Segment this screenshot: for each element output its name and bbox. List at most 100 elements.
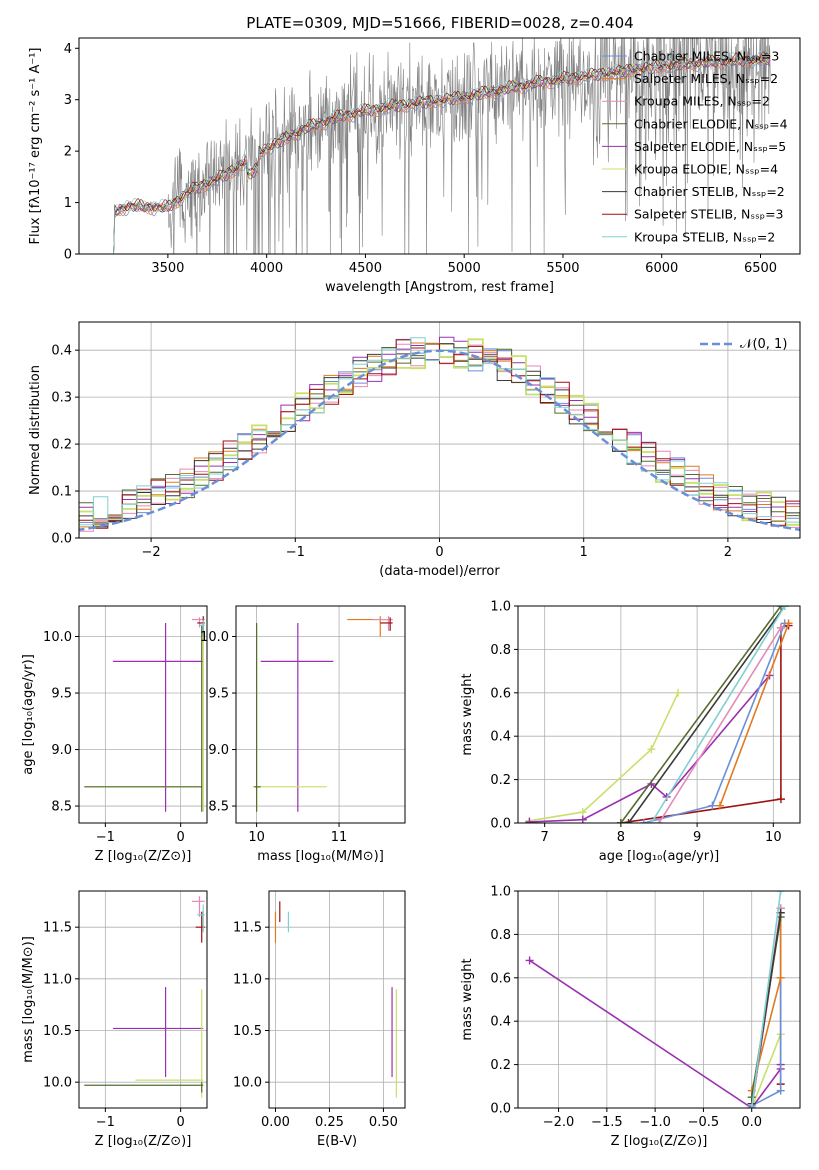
y-tick-label: 9.0 (208, 743, 229, 758)
mass-weight-marker (776, 623, 785, 632)
legend-entry-label: Salpeter ELODIE, Nₛₛₚ=5 (634, 139, 786, 154)
legend-entry-label: Chabrier ELODIE, Nₛₛₚ=4 (634, 116, 788, 131)
model-spectrum-line (113, 57, 771, 254)
x-tick-label: 5000 (448, 261, 481, 276)
age_vs_mass-plot-area (252, 616, 393, 812)
x-tick-label: −2 (142, 545, 161, 560)
y-tick-label: 11.0 (43, 972, 72, 987)
weight_vs_z-panel: −2.0 −1.5 −1.0 −0.5 0.0 0.0 0.2 0.4 0.6 0.8 1.0 Z [… (460, 885, 801, 1149)
x-tick-label: 4500 (349, 261, 382, 276)
y-axis-label: mass weight (460, 958, 475, 1040)
spectrum-legend: Chabrier MILES, Nₛₛₚ=3 Salpeter MILES, Nₛ… (602, 49, 788, 244)
y-tick-label: 10.0 (43, 630, 72, 645)
y-tick-label: 0.8 (490, 928, 511, 943)
y-tick-label: 10.0 (233, 1076, 262, 1091)
x-tick-label: 6000 (645, 261, 678, 276)
y-tick-label: 1.0 (490, 885, 511, 900)
axes-frame (268, 890, 406, 1109)
y-tick-label: 9.5 (51, 687, 72, 702)
mass-weight-series-line (750, 891, 782, 1108)
residual-histogram-step (79, 337, 800, 535)
model-spectrum-line (113, 50, 771, 254)
y-tick-label: 9.5 (208, 687, 229, 702)
mass-weight-series-line (658, 627, 782, 823)
y-tick-label: 4 (64, 42, 72, 57)
x-tick-label: 0.25 (315, 1115, 344, 1130)
mass-weight-marker (525, 817, 534, 823)
model-spectrum-line (113, 54, 771, 254)
x-axis-label: Z [log₁₀(Z/Z⊙)] (611, 1134, 708, 1149)
x-tick-label: 4000 (250, 261, 283, 276)
mass-weight-marker (674, 688, 683, 697)
legend-entry-label: Salpeter STELIB, Nₛₛₚ=3 (634, 207, 784, 222)
mass-weight-series-line (719, 623, 790, 806)
gaussian-legend-label: 𝒩(0, 1) (740, 337, 787, 352)
age_vs_z-panel: −1 0 8.5 9.0 9.5 10.0 Z [log₁₀(Z/Z⊙)] age [log₁… (21, 605, 208, 864)
age_vs_z-plot-area (84, 616, 205, 812)
y-tick-label: 0.0 (490, 817, 511, 832)
age_vs_mass-panel: 10 11 8.5 9.0 9.5 10.0 mass [log₁₀(M/M⊙)] (200, 605, 406, 864)
x-tick-label: 9 (693, 830, 701, 845)
y-axis-label: Normed distribution (28, 365, 43, 495)
legend-entry-label: Salpeter MILES, Nₛₛₚ=2 (634, 71, 778, 86)
x-tick-label: 0 (177, 1115, 185, 1130)
x-axis-label: wavelength [Angstrom, rest frame] (325, 280, 554, 295)
mass-weight-marker (747, 1104, 756, 1108)
x-tick-label: 0.00 (261, 1115, 290, 1130)
x-axis-label: (data-model)/error (379, 564, 500, 579)
y-tick-label: 8.5 (51, 800, 72, 815)
y-tick-label: 0.2 (51, 438, 72, 453)
axes-frame (78, 37, 801, 255)
x-tick-label: −1.5 (591, 1115, 623, 1130)
y-tick-label: 1 (64, 196, 72, 211)
legend-entry-label: Chabrier MILES, Nₛₛₚ=3 (634, 49, 779, 64)
mass-weight-marker (525, 956, 534, 965)
legend-entry-label: Kroupa STELIB, Nₛₛₚ=2 (634, 229, 775, 244)
x-axis-label: E(B-V) (317, 1134, 357, 1149)
y-tick-label: 11.0 (233, 972, 262, 987)
residuals-panel: −2 −1 0 1 2 0.0 0.1 0.2 0.3 0.4 (data-model)/error… (28, 321, 801, 579)
y-axis-label: mass weight (460, 673, 475, 755)
y-tick-label: 9.0 (51, 743, 72, 758)
legend-entry-label: Chabrier STELIB, Nₛₛₚ=2 (634, 184, 785, 199)
y-tick-label: 0.0 (51, 532, 72, 547)
mass-weight-marker (780, 606, 789, 610)
x-tick-label: 6500 (744, 261, 777, 276)
legend-entry-label: Kroupa ELODIE, Nₛₛₚ=4 (634, 162, 778, 177)
y-axis-label: Flux [fλ10⁻¹⁷ erg cm⁻² s⁻¹ A⁻¹] (28, 48, 43, 245)
x-tick-label: 5500 (546, 261, 579, 276)
x-tick-label: −1 (96, 830, 115, 845)
y-tick-label: 8.5 (208, 800, 229, 815)
spectrum-plot-area (113, 38, 771, 254)
y-tick-label: 0.4 (490, 730, 511, 745)
mass-weight-marker (776, 795, 785, 804)
x-axis-label: Z [log₁₀(Z/Z⊙)] (95, 849, 192, 864)
x-tick-label: 0 (435, 545, 443, 560)
x-tick-label: 10 (765, 830, 782, 845)
axes-frame (78, 890, 208, 1109)
y-tick-label: 0.8 (490, 643, 511, 658)
x-tick-label: 11 (331, 830, 348, 845)
x-tick-label: 1 (580, 545, 588, 560)
mass-weight-series-line (643, 623, 786, 823)
axes-frame (235, 605, 406, 824)
residuals-plot-area (79, 336, 800, 536)
y-tick-label: 10.0 (200, 630, 229, 645)
mass-weight-marker (715, 801, 724, 810)
mass-weight-marker (776, 606, 785, 610)
axes-frame (517, 605, 801, 824)
x-tick-label: −2.0 (543, 1115, 575, 1130)
mass-weight-marker (655, 819, 663, 823)
legend-entry-label: Kroupa MILES, Nₛₛₚ=2 (634, 94, 770, 109)
observed-spectrum-line (113, 38, 771, 254)
mass_vs_ebv-panel: 0.00 0.25 0.50 10.0 10.5 11.0 11.5 E(B-V) (233, 890, 406, 1149)
x-tick-label: 2 (724, 545, 732, 560)
normal-distribution-curve (79, 349, 800, 532)
y-tick-label: 0 (64, 248, 72, 263)
mass_vs_z-plot-area (84, 896, 205, 1098)
mass-weight-marker (784, 619, 793, 628)
y-tick-label: 10.5 (233, 1024, 262, 1039)
x-tick-label: 0.0 (741, 1115, 762, 1130)
x-axis-label: mass [log₁₀(M/M⊙)] (257, 849, 384, 864)
y-tick-label: 0.0 (490, 1102, 511, 1117)
